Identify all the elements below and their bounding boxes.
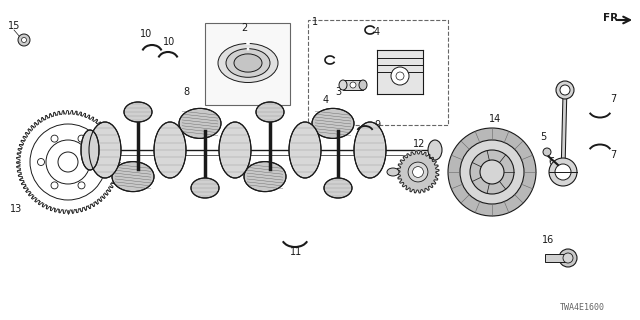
Text: 4: 4 [323,95,329,105]
Ellipse shape [470,150,514,194]
Text: 16: 16 [542,235,554,245]
Text: 15: 15 [8,21,20,31]
Ellipse shape [219,122,251,178]
Circle shape [556,81,574,99]
Ellipse shape [226,49,270,77]
Text: 13: 13 [10,204,22,214]
Ellipse shape [124,102,152,122]
Ellipse shape [339,80,347,90]
Ellipse shape [244,162,286,192]
Text: 7: 7 [610,150,616,160]
Ellipse shape [460,140,524,204]
Circle shape [559,249,577,267]
Text: 14: 14 [489,114,501,124]
Ellipse shape [112,162,154,192]
Circle shape [22,37,26,43]
Circle shape [78,135,85,142]
Circle shape [58,152,78,172]
Bar [377,50,423,94]
Ellipse shape [324,178,352,198]
Polygon shape [397,151,439,193]
Ellipse shape [191,178,219,198]
Circle shape [391,67,409,85]
Ellipse shape [387,168,399,176]
Ellipse shape [480,160,504,184]
Text: TWA4E1600: TWA4E1600 [560,303,605,312]
Bar [205,23,290,105]
Circle shape [38,158,45,165]
Bar [308,20,448,125]
Circle shape [563,253,573,263]
Ellipse shape [289,122,321,178]
Text: 6: 6 [548,157,554,167]
Circle shape [51,182,58,189]
Text: 2: 2 [241,23,247,33]
Ellipse shape [179,108,221,139]
Ellipse shape [359,80,367,90]
Circle shape [92,158,99,165]
Text: FR.: FR. [603,13,622,23]
Circle shape [549,158,577,186]
Text: 12: 12 [413,139,426,149]
Circle shape [555,164,571,180]
Circle shape [51,135,58,142]
Ellipse shape [312,108,354,139]
Ellipse shape [428,140,442,160]
Circle shape [408,162,428,182]
Circle shape [396,72,404,80]
Ellipse shape [154,122,186,178]
Ellipse shape [234,54,262,72]
Ellipse shape [354,122,386,178]
Circle shape [560,85,570,95]
Circle shape [78,182,85,189]
Text: 3: 3 [335,87,341,97]
Ellipse shape [448,128,536,216]
Text: 4: 4 [374,27,380,37]
Text: 1: 1 [312,17,318,27]
Text: 5: 5 [540,132,547,142]
Text: 10: 10 [163,37,175,47]
Text: 10: 10 [140,29,152,39]
Ellipse shape [89,122,121,178]
Text: 8: 8 [183,87,189,97]
Circle shape [413,167,424,177]
Text: 7: 7 [610,94,616,104]
Text: 11: 11 [290,247,302,257]
Text: 17: 17 [397,169,410,179]
Ellipse shape [256,102,284,122]
Circle shape [543,148,551,156]
Bar [343,80,363,90]
Circle shape [350,82,356,88]
Bar [545,254,565,262]
Ellipse shape [218,44,278,83]
Text: 9: 9 [374,120,380,130]
Ellipse shape [81,130,99,170]
Circle shape [18,34,30,46]
